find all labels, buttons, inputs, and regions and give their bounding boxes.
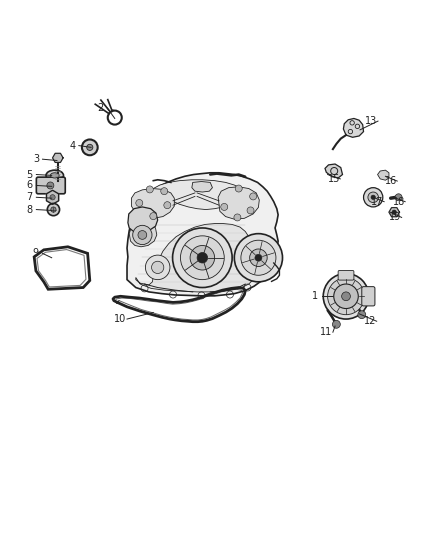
Polygon shape [149, 180, 245, 209]
Polygon shape [46, 190, 59, 204]
Polygon shape [128, 207, 158, 232]
Circle shape [358, 311, 366, 319]
Polygon shape [389, 208, 399, 217]
Text: 6: 6 [27, 181, 33, 190]
Circle shape [250, 193, 257, 200]
Circle shape [145, 255, 170, 280]
Text: 11: 11 [320, 327, 332, 337]
Ellipse shape [50, 173, 59, 178]
Circle shape [82, 140, 98, 155]
Circle shape [180, 236, 224, 280]
Text: 9: 9 [33, 248, 39, 259]
FancyBboxPatch shape [338, 270, 354, 280]
Text: 18: 18 [392, 197, 405, 207]
Circle shape [334, 284, 358, 309]
FancyBboxPatch shape [362, 287, 375, 306]
Polygon shape [378, 170, 389, 180]
Text: 13: 13 [365, 116, 378, 126]
Circle shape [332, 320, 340, 328]
Circle shape [323, 273, 369, 319]
Polygon shape [136, 223, 256, 292]
Circle shape [255, 254, 262, 261]
Circle shape [47, 204, 60, 216]
Circle shape [234, 214, 241, 221]
FancyBboxPatch shape [36, 177, 65, 194]
Text: 1: 1 [312, 291, 318, 301]
Polygon shape [343, 118, 364, 138]
Circle shape [136, 199, 143, 206]
Polygon shape [127, 173, 278, 296]
Circle shape [150, 213, 157, 220]
Circle shape [395, 194, 402, 201]
Circle shape [51, 207, 56, 212]
Text: 4: 4 [69, 141, 75, 151]
Text: 15: 15 [328, 174, 340, 184]
Circle shape [371, 195, 375, 199]
Ellipse shape [46, 170, 64, 181]
Text: 12: 12 [364, 316, 376, 326]
Circle shape [152, 261, 164, 273]
Circle shape [47, 182, 54, 189]
Circle shape [392, 210, 396, 214]
Circle shape [247, 207, 254, 214]
Text: 5: 5 [27, 169, 33, 180]
Circle shape [234, 233, 283, 282]
Circle shape [190, 246, 215, 270]
Text: 16: 16 [385, 176, 397, 186]
Circle shape [161, 188, 168, 195]
Circle shape [173, 228, 232, 287]
Circle shape [364, 188, 383, 207]
Circle shape [133, 225, 152, 245]
Circle shape [50, 195, 55, 200]
Polygon shape [131, 189, 174, 219]
Circle shape [368, 192, 378, 203]
Polygon shape [129, 222, 157, 247]
Polygon shape [53, 154, 63, 163]
Text: 19: 19 [389, 213, 401, 222]
Polygon shape [325, 164, 343, 178]
Text: 10: 10 [114, 314, 127, 324]
Polygon shape [192, 182, 212, 192]
Text: 2: 2 [98, 103, 104, 113]
Text: 8: 8 [27, 205, 33, 215]
Circle shape [342, 292, 350, 301]
Circle shape [87, 144, 93, 150]
Circle shape [197, 253, 208, 263]
Circle shape [250, 249, 267, 266]
Circle shape [221, 204, 228, 211]
Circle shape [164, 201, 171, 209]
Text: 7: 7 [27, 192, 33, 203]
Circle shape [328, 278, 364, 314]
Circle shape [138, 231, 147, 239]
Text: 17: 17 [371, 197, 384, 207]
Circle shape [235, 185, 242, 192]
Circle shape [241, 240, 276, 275]
Circle shape [146, 186, 153, 193]
Polygon shape [218, 187, 259, 219]
Text: 3: 3 [33, 154, 39, 164]
